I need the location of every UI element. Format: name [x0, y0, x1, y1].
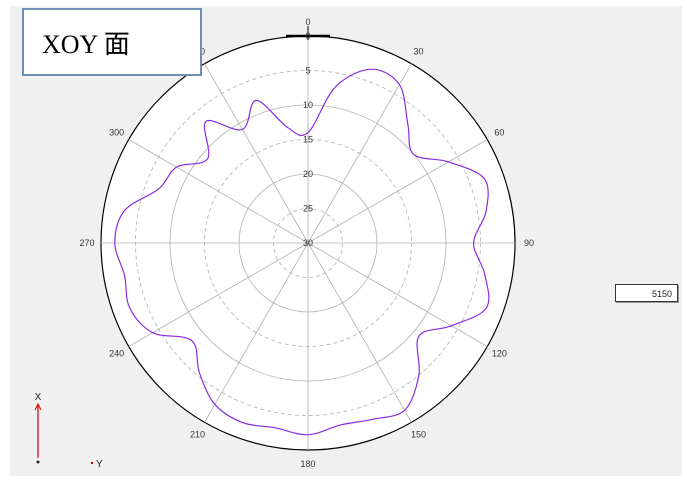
angle-tick-label: 210 — [190, 429, 205, 439]
angular-gridline — [204, 242, 309, 423]
pattern-trace — [114, 68, 490, 436]
chart-title: XOY 面 — [22, 8, 202, 76]
angular-gridline — [204, 63, 309, 244]
radial-tick-label: 25 — [303, 204, 313, 214]
angle-tick-label: 120 — [492, 349, 507, 359]
angle-tick-label: 240 — [109, 349, 124, 359]
angular-gridline — [307, 242, 412, 423]
angle-tick-label: 270 — [79, 238, 94, 248]
angle-tick-label: 60 — [494, 128, 504, 138]
radial-tick-label: 0 — [305, 31, 310, 41]
radial-tick-label: 5 — [305, 66, 310, 76]
angle-tick-label: 180 — [300, 459, 315, 469]
radial-tick-label: 30 — [303, 238, 313, 248]
radial-tick-label: 10 — [303, 100, 313, 110]
legend-value: 5150 — [615, 284, 678, 302]
x-axis-label: X — [35, 392, 42, 403]
angular-gridline — [128, 139, 309, 244]
angular-gridline — [307, 242, 488, 347]
angle-tick-label: 30 — [413, 47, 423, 57]
y-axis-dot — [90, 461, 94, 465]
angle-tick-label: 300 — [109, 128, 124, 138]
angular-gridline — [307, 63, 412, 244]
angle-tick-label: 90 — [524, 238, 534, 248]
angular-gridline — [307, 139, 488, 244]
angle-tick-label: 150 — [411, 429, 426, 439]
angular-gridline — [128, 242, 309, 347]
radial-tick-label: 15 — [303, 135, 313, 145]
polar-chart: 0306090120150180210240270300330051015202… — [34, 17, 534, 470]
y-axis-label: Y — [96, 459, 103, 470]
plot-panel: 0306090120150180210240270300330051015202… — [10, 6, 682, 476]
x-axis-arrowhead — [34, 402, 42, 411]
angle-tick-label: 0 — [305, 17, 310, 27]
origin-dot — [36, 460, 40, 464]
radial-tick-label: 20 — [303, 169, 313, 179]
